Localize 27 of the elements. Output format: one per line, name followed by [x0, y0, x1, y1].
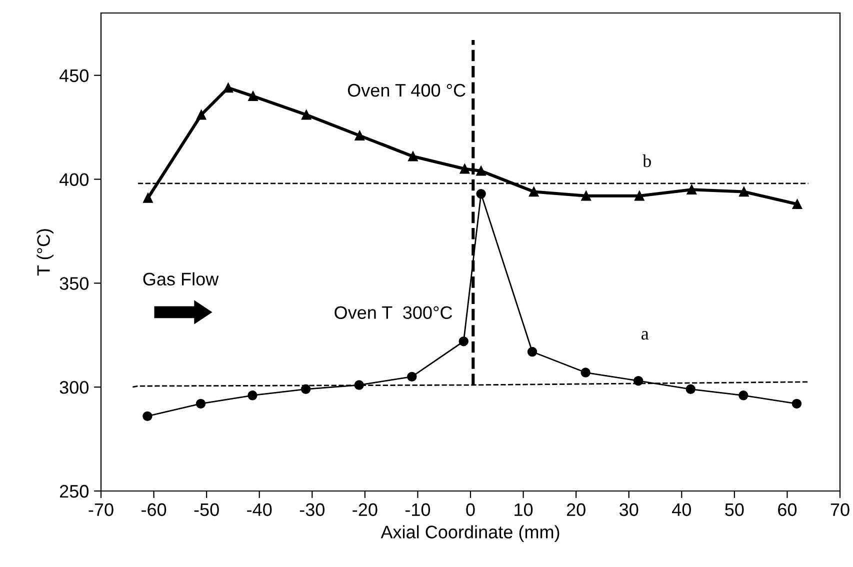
- x-tick-label: -70: [88, 503, 114, 516]
- x-tick-label: 10: [514, 503, 533, 516]
- x-tick-label: -10: [405, 503, 430, 516]
- x-tick-label: 40: [672, 503, 691, 516]
- x-tick-label: 30: [620, 503, 638, 516]
- x-tick-label: -50: [194, 503, 219, 516]
- x-tick-label: -20: [352, 503, 378, 516]
- annotation: Oven T 300°C: [334, 306, 452, 319]
- annotation: Gas Flow: [143, 272, 219, 286]
- y-tick-label: 300: [60, 381, 88, 394]
- x-tick-label: 60: [778, 503, 797, 516]
- y-tick-label: 450: [59, 69, 88, 82]
- x-tick-label: -30: [300, 503, 324, 516]
- x-tick-label: 0: [466, 503, 475, 516]
- x-tick-label: -40: [247, 503, 272, 516]
- x-axis-title: Axial Coordinate (mm): [380, 525, 560, 542]
- annotation: b: [642, 154, 651, 168]
- y-tick-label: 400: [59, 173, 88, 186]
- x-tick-label: 70: [830, 503, 850, 516]
- y-tick-label: 350: [60, 277, 88, 290]
- x-tick-label: 50: [725, 503, 744, 516]
- y-tick-label: 250: [60, 484, 88, 498]
- x-tick-label: 20: [566, 503, 586, 516]
- x-tick-label: -60: [142, 503, 166, 516]
- annotation: a: [642, 331, 649, 340]
- annotation: Oven T 400 °C: [348, 84, 466, 97]
- y-axis-title: T (°C): [36, 229, 54, 276]
